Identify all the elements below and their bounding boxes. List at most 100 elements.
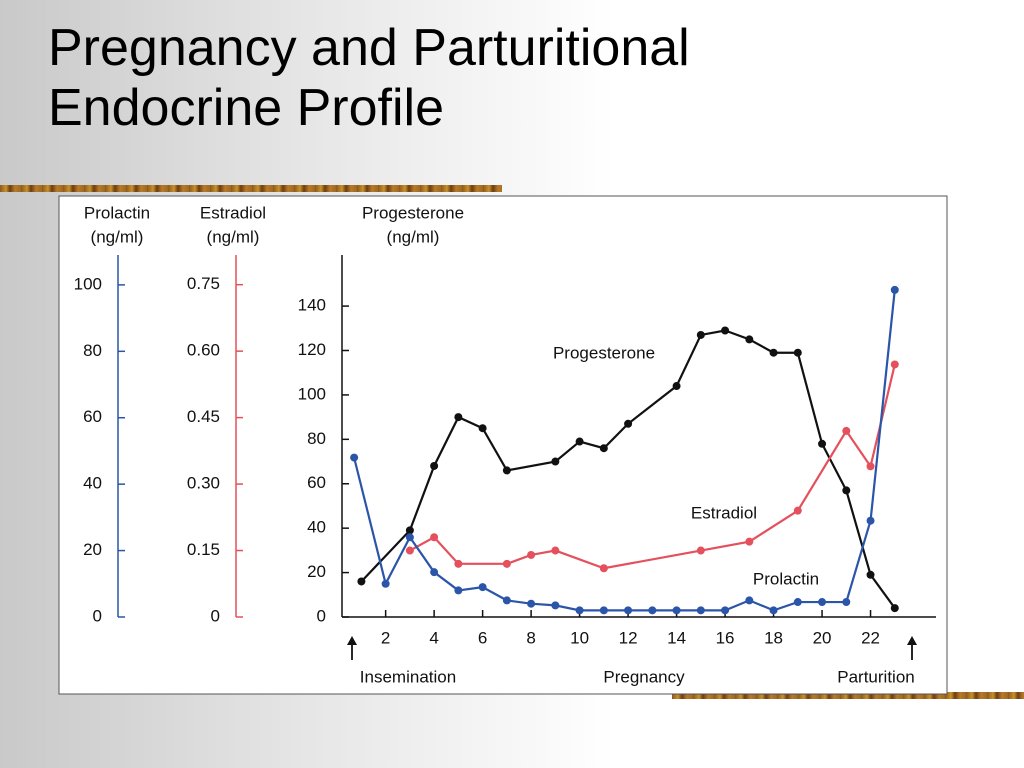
- y-tick-label: 60: [83, 407, 102, 426]
- data-point: [624, 606, 633, 615]
- data-point: [721, 326, 730, 335]
- x-tick-label: 14: [667, 628, 686, 647]
- y-tick-label: 20: [307, 562, 326, 581]
- data-point: [527, 550, 536, 559]
- data-point: [599, 606, 608, 615]
- chart-frame: [58, 195, 948, 695]
- data-point: [357, 577, 366, 586]
- data-point: [696, 606, 705, 615]
- data-point: [890, 360, 899, 369]
- data-point: [890, 604, 899, 613]
- data-point: [866, 570, 875, 579]
- y-tick-label: 40: [83, 474, 102, 493]
- data-point: [405, 533, 414, 542]
- data-point: [430, 533, 439, 542]
- data-point: [405, 526, 414, 535]
- data-point: [793, 348, 802, 357]
- series-label: Estradiol: [691, 503, 757, 522]
- y-tick-label: 100: [74, 274, 102, 293]
- data-point: [745, 596, 754, 605]
- y-tick-label: 20: [83, 540, 102, 559]
- data-point: [745, 335, 754, 344]
- x-tick-label: 10: [570, 628, 589, 647]
- y-tick-label: 60: [307, 473, 326, 492]
- data-point: [381, 579, 390, 588]
- x-tick-label: 20: [813, 628, 832, 647]
- x-tick-label: 12: [619, 628, 638, 647]
- y-tick-label: 0: [317, 606, 326, 625]
- data-point: [624, 419, 633, 428]
- data-point: [842, 426, 851, 435]
- data-point: [551, 601, 560, 610]
- y-tick-label: 80: [307, 429, 326, 448]
- data-point: [599, 564, 608, 573]
- axis-label: Prolactin: [84, 203, 150, 222]
- data-point: [696, 330, 705, 339]
- x-tick-label: 4: [429, 628, 438, 647]
- data-point: [672, 382, 681, 391]
- data-point: [890, 285, 899, 294]
- data-point: [430, 568, 439, 577]
- data-point: [575, 606, 584, 615]
- series-label: Prolactin: [753, 569, 819, 588]
- axis-label: Estradiol: [200, 203, 266, 222]
- data-point: [721, 606, 730, 615]
- data-point: [478, 583, 487, 592]
- y-tick-label: 0.30: [187, 474, 220, 493]
- data-point: [793, 506, 802, 515]
- data-point: [818, 598, 827, 607]
- data-point: [551, 546, 560, 555]
- annotation-arrowhead: [907, 636, 917, 645]
- x-annotation: Insemination: [360, 667, 456, 686]
- y-tick-label: 40: [307, 518, 326, 537]
- data-point: [430, 461, 439, 470]
- data-point: [842, 486, 851, 495]
- axis-label: (ng/ml): [387, 227, 440, 246]
- annotation-arrowhead: [347, 636, 357, 645]
- data-point: [350, 453, 359, 462]
- data-point: [478, 424, 487, 433]
- series-label: Progesterone: [553, 343, 655, 362]
- data-point: [454, 586, 463, 595]
- x-tick-label: 6: [478, 628, 487, 647]
- x-tick-label: 18: [764, 628, 783, 647]
- x-annotation: Pregnancy: [603, 667, 685, 686]
- data-point: [502, 466, 511, 475]
- decor-stripe: [0, 185, 502, 192]
- y-tick-label: 100: [298, 384, 326, 403]
- x-tick-label: 22: [861, 628, 880, 647]
- data-point: [599, 444, 608, 453]
- y-tick-label: 0.15: [187, 540, 220, 559]
- slide-title: Pregnancy and Parturitional Endocrine Pr…: [48, 19, 690, 137]
- axis-label: (ng/ml): [207, 227, 260, 246]
- data-point: [648, 606, 657, 615]
- y-tick-label: 0: [93, 606, 102, 625]
- x-tick-label: 16: [716, 628, 735, 647]
- y-tick-label: 0.45: [187, 407, 220, 426]
- data-point: [527, 599, 536, 608]
- y-tick-label: 140: [298, 296, 326, 315]
- series-line: [360, 329, 896, 609]
- data-point: [575, 437, 584, 446]
- data-point: [866, 516, 875, 525]
- data-point: [769, 606, 778, 615]
- x-tick-label: 8: [526, 628, 535, 647]
- data-point: [818, 439, 827, 448]
- data-point: [502, 559, 511, 568]
- x-annotation: Parturition: [837, 667, 914, 686]
- data-point: [769, 348, 778, 357]
- data-point: [672, 606, 681, 615]
- data-point: [866, 462, 875, 471]
- y-tick-label: 0.60: [187, 341, 220, 360]
- axis-label: Progesterone: [362, 203, 464, 222]
- data-point: [551, 457, 560, 466]
- data-point: [842, 598, 851, 607]
- data-point: [745, 537, 754, 546]
- y-tick-label: 120: [298, 340, 326, 359]
- data-point: [502, 596, 511, 605]
- data-point: [454, 413, 463, 422]
- data-point: [405, 546, 414, 555]
- y-tick-label: 0: [211, 606, 220, 625]
